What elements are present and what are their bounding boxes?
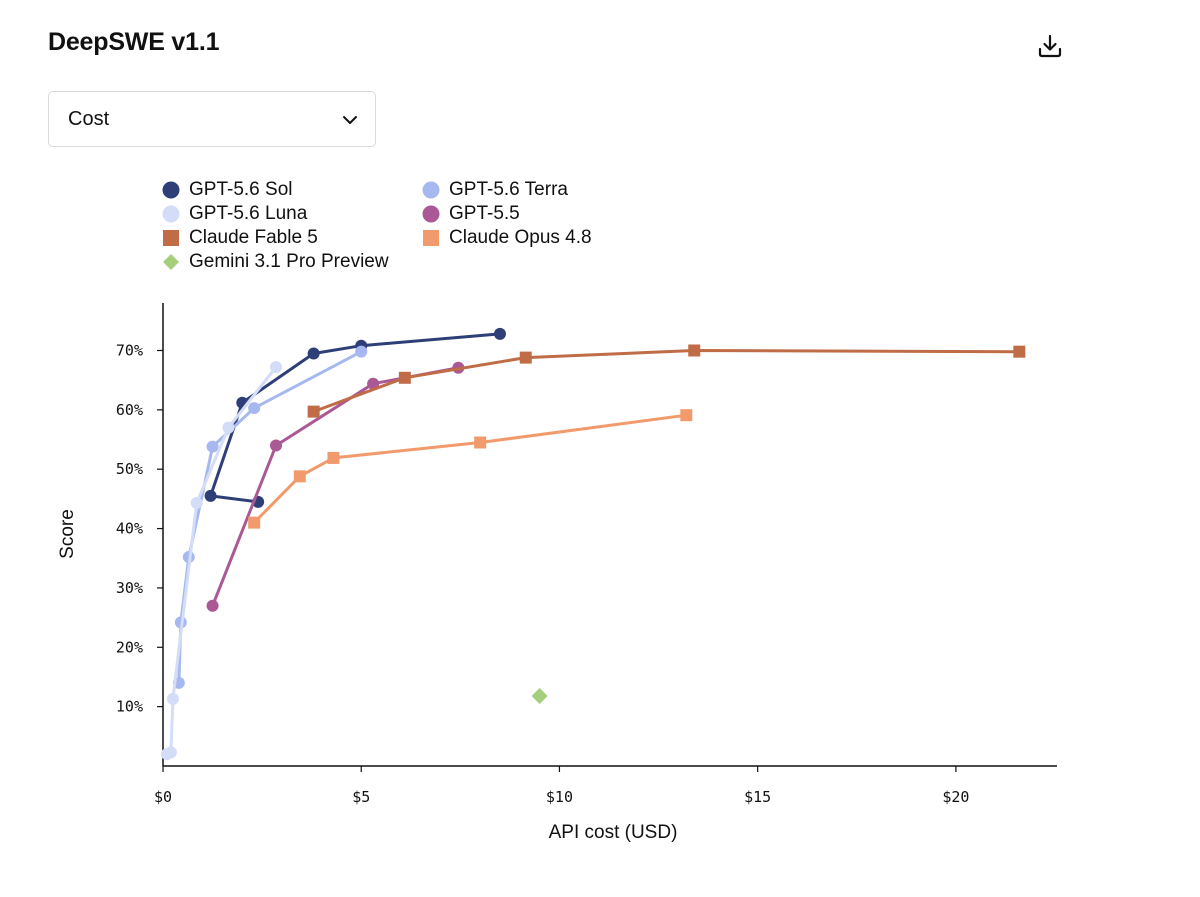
data-point (493, 327, 506, 340)
series-claude-fable-5 (307, 344, 1026, 418)
data-point (206, 599, 219, 612)
data-point (166, 692, 179, 705)
series-claude-opus-4-8 (248, 409, 693, 529)
legend-marker (163, 254, 179, 270)
y-axis-label: Score (57, 509, 78, 559)
data-point (474, 436, 487, 449)
x-tick-label: $20 (942, 788, 969, 806)
series-gemini-3-1-pro-preview (531, 687, 548, 704)
download-button[interactable] (1034, 30, 1066, 62)
x-axis-label: API cost (USD) (549, 822, 678, 843)
metric-select-value: Cost (68, 108, 110, 130)
x-tick-label: $0 (154, 788, 172, 806)
legend-item: Claude Opus 4.8 (422, 226, 592, 250)
series-gpt-5-6-terra (172, 345, 368, 689)
page-title: DeepSWE v1.1 (48, 28, 220, 56)
y-tick-label: 50% (116, 460, 143, 478)
data-point (293, 470, 306, 483)
legend-label: GPT-5.5 (449, 203, 520, 224)
data-point (164, 746, 177, 759)
y-tick-label: 40% (116, 520, 143, 538)
y-tick-label: 20% (116, 638, 143, 656)
data-point (307, 347, 320, 360)
legend-label: GPT-5.6 Terra (449, 179, 568, 200)
legend-marker (422, 205, 440, 223)
series-line (165, 365, 278, 756)
legend-label: Claude Fable 5 (189, 227, 318, 248)
x-tick-label: $5 (352, 788, 370, 806)
y-tick-label: 70% (116, 341, 143, 359)
chart-legend: GPT-5.6 Sol GPT-5.6 Terra GPT-5.6 Luna GPT-… (162, 178, 662, 278)
legend-label: Claude Opus 4.8 (449, 227, 592, 248)
y-tick-label: 60% (116, 401, 143, 419)
series-line (209, 332, 502, 504)
data-point (248, 402, 261, 415)
data-point (519, 351, 532, 364)
legend-marker (163, 230, 179, 246)
data-point (269, 439, 282, 452)
legend-item: GPT-5.6 Luna (162, 202, 307, 226)
data-point (367, 377, 380, 390)
legend-marker (423, 230, 439, 246)
data-point (190, 497, 203, 510)
legend-label: GPT-5.6 Luna (189, 203, 308, 224)
series-gpt-5-6-luna (160, 361, 282, 761)
legend-item: Gemini 3.1 Pro Preview (162, 250, 389, 274)
data-point (307, 405, 320, 418)
data-point (355, 345, 368, 358)
legend-item: GPT-5.6 Sol (162, 178, 293, 202)
series-line (252, 413, 688, 525)
data-point (327, 451, 340, 464)
metric-select[interactable]: Cost (48, 91, 376, 147)
data-point (680, 409, 693, 422)
x-tick-label: $10 (546, 788, 573, 806)
data-point (1013, 345, 1026, 358)
data-point (688, 344, 701, 357)
data-point (206, 440, 219, 453)
download-icon (1038, 34, 1062, 58)
legend-item: Claude Fable 5 (162, 226, 318, 250)
legend-item: GPT-5.6 Terra (422, 178, 568, 202)
data-point (531, 687, 548, 704)
legend-label: GPT-5.6 Sol (189, 179, 293, 200)
series-line (177, 350, 363, 685)
chevron-down-icon (343, 116, 357, 124)
data-point (269, 361, 282, 374)
legend-marker (162, 205, 180, 223)
y-tick-label: 30% (116, 579, 143, 597)
data-point (398, 371, 411, 384)
legend-marker (162, 181, 180, 199)
legend-label: Gemini 3.1 Pro Preview (189, 251, 389, 272)
y-tick-label: 10% (116, 698, 143, 716)
data-point (248, 516, 261, 529)
legend-item: GPT-5.5 (422, 202, 520, 226)
legend-marker (422, 181, 440, 199)
x-tick-label: $15 (744, 788, 771, 806)
data-point (222, 421, 235, 434)
series-line (312, 349, 1021, 414)
data-point (204, 489, 217, 502)
